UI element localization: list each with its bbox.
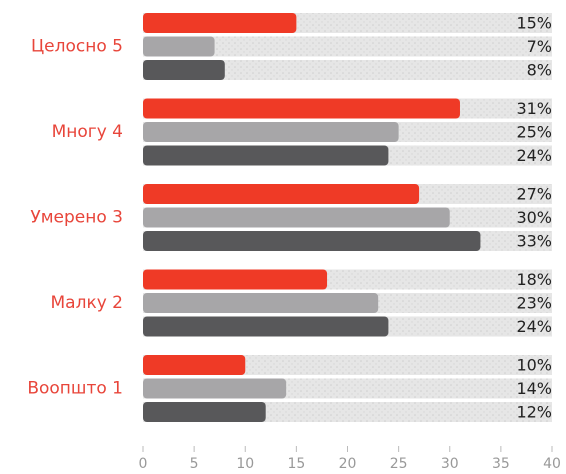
value-label: 24%	[516, 146, 552, 165]
bar	[143, 60, 225, 80]
x-tick-label: 20	[339, 456, 357, 472]
value-label: 10%	[516, 356, 552, 375]
value-label: 24%	[516, 317, 552, 336]
x-tick-label: 5	[190, 456, 199, 472]
bar	[143, 207, 450, 228]
bar	[143, 402, 266, 422]
bar	[143, 36, 215, 57]
category-label: Малку 2	[51, 293, 124, 313]
bar	[143, 13, 297, 33]
bar	[143, 122, 399, 142]
bar	[143, 145, 389, 166]
value-label: 7%	[527, 37, 552, 56]
x-tick-label: 30	[441, 456, 459, 472]
x-tick-label: 35	[492, 456, 510, 472]
value-label: 12%	[516, 403, 552, 422]
bar	[143, 231, 481, 251]
bar	[143, 355, 246, 375]
category-label: Целосно 5	[31, 37, 123, 57]
x-tick-label: 25	[390, 456, 408, 472]
value-label: 27%	[516, 185, 552, 204]
value-label: 18%	[516, 270, 552, 289]
value-label: 14%	[516, 379, 552, 398]
value-label: 25%	[516, 123, 552, 142]
value-label: 8%	[527, 61, 552, 80]
value-label: 23%	[516, 294, 552, 313]
x-tick-label: 40	[543, 456, 561, 472]
category-label: Многу 4	[52, 122, 123, 142]
value-label: 33%	[516, 232, 552, 251]
bar	[143, 316, 389, 337]
bar	[143, 184, 420, 204]
bar	[143, 269, 328, 290]
x-tick-label: 10	[236, 456, 254, 472]
bar-track	[143, 60, 552, 80]
value-label: 30%	[516, 208, 552, 227]
category-label: Воопшто 1	[27, 379, 123, 399]
bar	[143, 378, 287, 399]
x-tick-label: 0	[139, 456, 148, 472]
x-tick-label: 15	[287, 456, 305, 472]
value-label: 31%	[516, 99, 552, 118]
category-label: Умерено 3	[30, 208, 123, 228]
bar	[143, 98, 460, 119]
bar-track	[143, 36, 552, 57]
value-label: 15%	[516, 14, 552, 33]
bar	[143, 293, 379, 313]
